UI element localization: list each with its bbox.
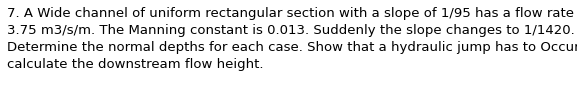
Text: 7. A Wide channel of uniform rectangular section with a slope of 1/95 has a flow: 7. A Wide channel of uniform rectangular… <box>7 7 577 71</box>
